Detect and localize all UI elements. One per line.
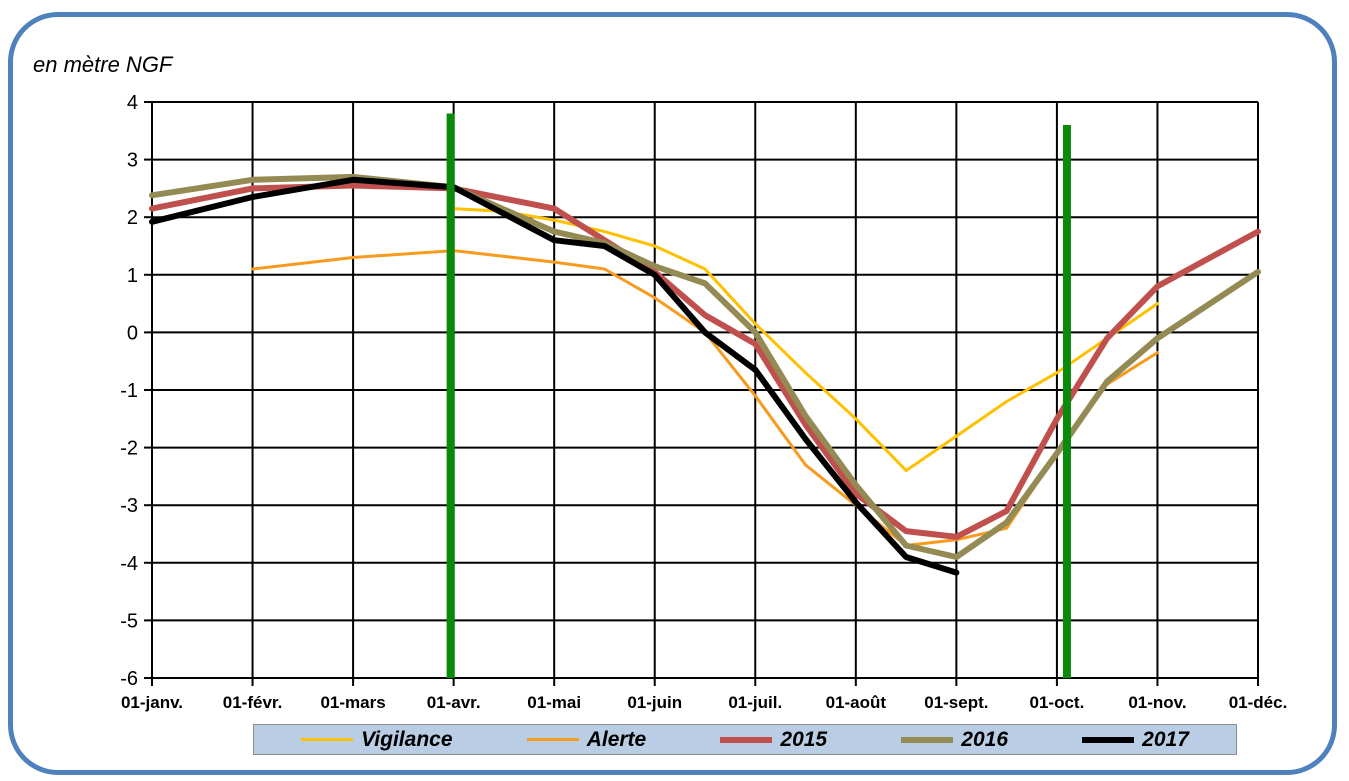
- chart-legend: Vigilance Alerte 2015 2016 2017: [253, 724, 1237, 755]
- legend-item-alerte: Alerte: [526, 727, 647, 752]
- legend-label: 2016: [961, 727, 1008, 751]
- legend-label: Vigilance: [361, 727, 453, 751]
- legend-label: Alerte: [586, 727, 647, 751]
- y-tick-label: 4: [127, 92, 138, 114]
- legend-swatch: [526, 738, 579, 741]
- x-tick-label: 01-août: [826, 693, 887, 712]
- x-tick-label: 01-oct.: [1030, 693, 1085, 712]
- legend-swatch: [720, 736, 773, 743]
- legend-item-2017: 2017: [1082, 728, 1189, 752]
- x-tick-label: 01-déc.: [1229, 693, 1288, 712]
- y-tick-label: -3: [120, 495, 138, 517]
- y-tick-label: -4: [120, 553, 138, 575]
- series-line-vigilance: [452, 207, 1159, 473]
- x-tick-label: 01-mars: [320, 693, 385, 712]
- legend-item-vigilance: Vigilance: [301, 727, 453, 752]
- x-tick-label: 01-févr.: [223, 693, 283, 712]
- x-tick-label: 01-sept.: [924, 693, 988, 712]
- x-tick-label: 01-janv.: [121, 693, 183, 712]
- x-tick-label: 01-juil.: [728, 693, 782, 712]
- legend-item-2016: 2016: [901, 728, 1008, 752]
- y-tick-label: -6: [120, 668, 138, 690]
- y-tick-label: 2: [127, 207, 138, 229]
- y-tick-label: -2: [120, 438, 138, 460]
- y-tick-label: -5: [120, 610, 138, 632]
- legend-label: 2017: [1142, 727, 1189, 751]
- legend-swatch: [901, 736, 954, 743]
- y-tick-label: 0: [127, 322, 138, 344]
- legend-label: 2015: [780, 727, 828, 751]
- x-tick-label: 01-nov.: [1128, 693, 1186, 712]
- x-tick-label: 01-juin: [627, 693, 682, 712]
- y-tick-label: -1: [120, 380, 138, 402]
- x-tick-label: 01-avr.: [427, 693, 481, 712]
- legend-swatch: [301, 738, 354, 741]
- legend-item-2015: 2015: [720, 728, 827, 752]
- y-tick-label: 1: [127, 265, 138, 287]
- legend-swatch: [1082, 736, 1135, 743]
- x-tick-label: 01-mai: [527, 693, 581, 712]
- y-axis-unit-label: en mètre NGF: [33, 52, 173, 77]
- series-line-2017: [149, 176, 960, 576]
- y-tick-label: 3: [127, 150, 138, 172]
